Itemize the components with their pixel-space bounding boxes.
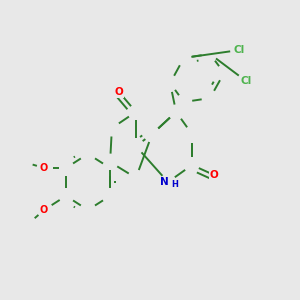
Text: O: O <box>40 205 48 215</box>
Text: Cl: Cl <box>233 45 245 55</box>
Text: N: N <box>160 177 169 187</box>
Text: O: O <box>209 170 218 180</box>
Text: Cl: Cl <box>240 76 252 86</box>
Text: H: H <box>171 180 178 189</box>
Text: O: O <box>115 87 124 97</box>
Text: O: O <box>40 163 48 173</box>
